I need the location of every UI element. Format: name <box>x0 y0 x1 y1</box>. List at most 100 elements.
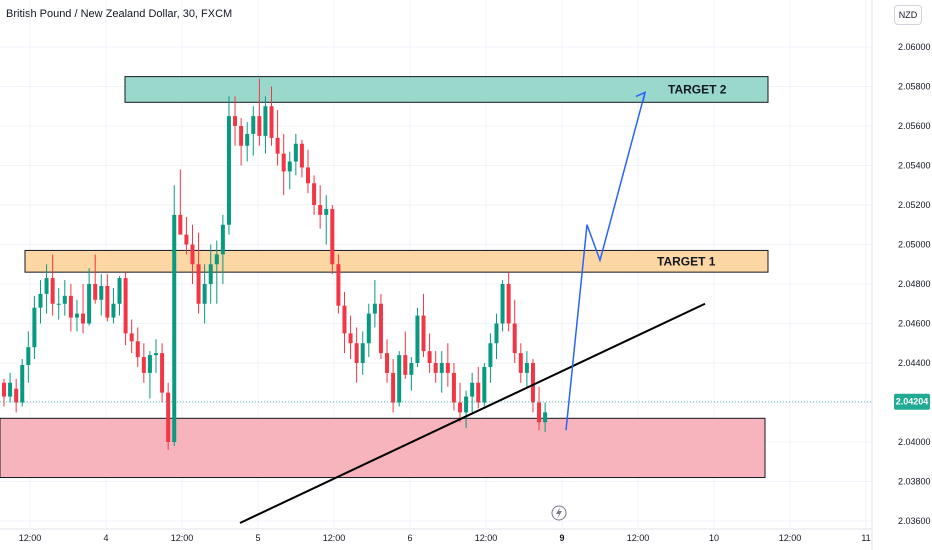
trendline <box>239 302 706 524</box>
chart-title: British Pound / New Zealand Dollar, 30, … <box>6 8 233 20</box>
candle <box>403 331 408 379</box>
x-tick-label: 10 <box>709 533 719 543</box>
x-tick-label: 12:00 <box>627 533 650 543</box>
candle-body <box>202 284 207 304</box>
candle-body <box>524 363 529 373</box>
candle-body <box>409 363 414 375</box>
candle-body <box>20 364 25 403</box>
x-tick-label: 11 <box>861 533 870 543</box>
candle <box>245 122 250 162</box>
candle-body <box>269 106 274 138</box>
y-tick-label: 2.05400 <box>898 161 931 171</box>
candle-body <box>488 343 493 367</box>
candle <box>275 110 280 166</box>
candle-body <box>482 366 487 403</box>
candle-body <box>257 116 262 136</box>
candle-body <box>178 214 183 235</box>
candle-body <box>433 363 438 373</box>
candle-body <box>318 205 323 215</box>
candle <box>135 327 140 367</box>
candle <box>451 363 456 411</box>
zone-label: TARGET 1 <box>657 254 716 268</box>
candle-body <box>117 278 122 304</box>
candle-body <box>62 295 67 304</box>
candle-body <box>8 382 13 397</box>
candle-body <box>129 333 134 342</box>
candle <box>287 151 292 190</box>
candle <box>87 268 92 326</box>
x-tick-label: 4 <box>103 533 108 543</box>
candle-body <box>494 323 499 344</box>
candle <box>306 149 310 194</box>
candle-body <box>220 224 225 255</box>
candle-body <box>421 315 426 352</box>
y-tick-label: 2.04000 <box>898 437 931 447</box>
candle-body <box>366 313 371 344</box>
candle <box>56 287 61 320</box>
candle <box>312 175 317 215</box>
candle-body <box>81 313 86 324</box>
candle <box>366 303 371 358</box>
candle <box>330 205 335 275</box>
candle-body <box>299 143 304 168</box>
candle-body <box>506 284 511 324</box>
candle <box>178 169 183 235</box>
candle-body <box>123 278 128 334</box>
candle <box>415 307 420 367</box>
candle <box>111 287 116 324</box>
candle-body <box>330 208 335 265</box>
candle <box>62 280 67 316</box>
candle-body <box>245 133 250 146</box>
candle-body <box>439 363 444 373</box>
x-tick-label: 12:00 <box>171 533 194 543</box>
candle-body <box>287 161 292 172</box>
candle-body <box>427 351 432 363</box>
candle-body <box>190 244 195 265</box>
candle <box>32 295 37 360</box>
candle-body <box>93 284 98 300</box>
candle <box>518 343 523 383</box>
candle-body <box>141 357 146 373</box>
candle <box>257 78 262 146</box>
candle-body <box>275 137 280 154</box>
candle-body <box>233 116 238 126</box>
projection-path <box>565 92 646 431</box>
candle <box>378 293 383 360</box>
candle <box>117 276 122 316</box>
candle <box>129 319 134 354</box>
candle-layer <box>2 78 548 450</box>
x-tick-label: 12:00 <box>475 533 498 543</box>
candle-body <box>378 303 383 354</box>
candle <box>524 351 529 387</box>
candle <box>263 96 268 154</box>
candle-body <box>239 126 244 146</box>
candle-body <box>251 116 256 134</box>
candle <box>409 357 414 391</box>
candle <box>360 331 365 375</box>
lightning-icon[interactable] <box>551 505 567 521</box>
candle <box>68 284 73 332</box>
last-price-label: 2.04204 <box>896 397 929 407</box>
candle-body <box>512 323 517 354</box>
candle <box>251 106 256 156</box>
candle-body <box>38 293 43 308</box>
candle <box>318 185 323 229</box>
candle <box>208 244 213 304</box>
candle-body <box>476 382 481 403</box>
candle <box>99 274 104 316</box>
y-tick-label: 2.04600 <box>898 319 931 329</box>
candle-body <box>458 402 462 413</box>
candle-body <box>348 333 353 344</box>
candle-body <box>56 303 61 305</box>
candle <box>172 185 177 446</box>
currency-button[interactable]: NZD <box>894 5 922 25</box>
candle-body <box>44 278 49 294</box>
candle <box>2 378 6 407</box>
candle-body <box>306 167 310 184</box>
candle <box>391 359 396 413</box>
candle-body <box>87 284 92 324</box>
candle-body <box>99 285 104 300</box>
candle-body <box>397 355 402 403</box>
candle <box>214 240 219 304</box>
